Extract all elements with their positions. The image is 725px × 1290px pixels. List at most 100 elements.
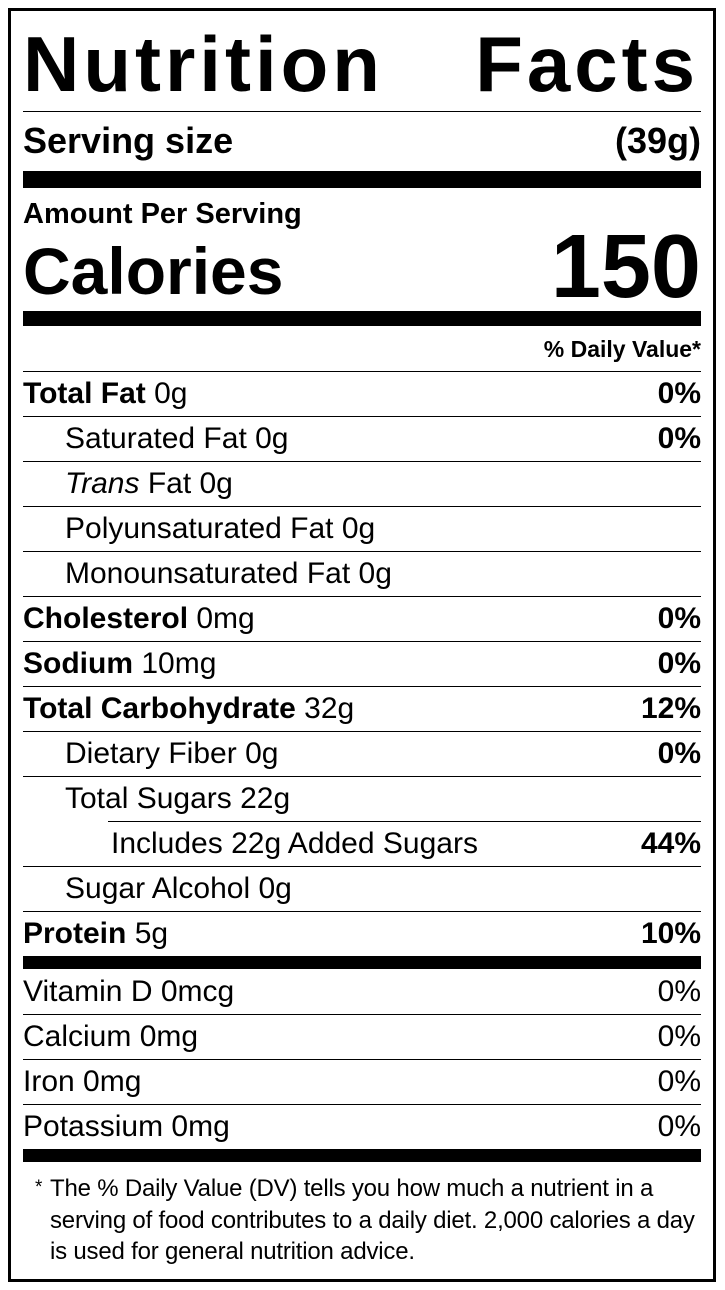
footnote-text: The % Daily Value (DV) tells you how muc… — [50, 1175, 695, 1266]
nutrient-left: Protein 5g — [23, 917, 168, 951]
nutrient-left: Monounsaturated Fat 0g — [65, 557, 392, 591]
daily-value-header: % Daily Value* — [543, 336, 701, 362]
separator-bar-thick — [23, 171, 701, 188]
nutrient-dv: 0% — [657, 602, 701, 635]
nutrient-dv: 0% — [657, 737, 701, 770]
vitamin-row-potassium: Potassium 0mg 0% — [23, 1104, 701, 1149]
vitamin-amount: 0mg — [171, 1110, 230, 1143]
nutrient-name: Total Fat — [23, 377, 146, 410]
nutrient-left: Total Fat 0g — [23, 377, 188, 411]
separator-bar-footnote-top — [23, 1149, 701, 1162]
nutrient-name: Monounsaturated Fat — [65, 557, 351, 590]
nutrient-row-protein: Protein 5g 10% — [23, 911, 701, 956]
vitamin-row-calcium: Calcium 0mg 0% — [23, 1014, 701, 1059]
vitamin-name: Calcium — [23, 1020, 132, 1053]
footnote-marker: * — [35, 1177, 43, 1198]
nutrient-name: Sodium — [23, 647, 133, 680]
nutrient-amount: 5g — [134, 917, 169, 950]
nutrient-dv: 0% — [657, 377, 701, 410]
nutrient-name: Polyunsaturated Fat — [65, 512, 334, 545]
nutrient-row-total-carbohydrate: Total Carbohydrate 32g 12% — [23, 686, 701, 731]
nutrient-dv: 0% — [657, 647, 701, 680]
nutrient-amount: 0g — [154, 377, 188, 410]
vitamin-rows: Vitamin D 0mcg 0% Calcium 0mg 0% Iron 0m… — [23, 969, 701, 1149]
nutrient-amount: 22g — [240, 782, 291, 815]
nutrition-facts-title: Nutrition Facts — [23, 11, 701, 112]
nutrient-dv: 0% — [657, 422, 701, 455]
nutrient-dv: 10% — [640, 917, 701, 950]
vitamin-amount: 0mg — [139, 1020, 199, 1053]
serving-size-label: Serving size — [23, 120, 234, 161]
nutrient-name: Includes 22g Added Sugars — [111, 826, 478, 860]
nutrient-name: Saturated Fat — [65, 422, 247, 455]
nutrient-left: Sodium 10mg — [23, 647, 216, 681]
vitamin-row-iron: Iron 0mg 0% — [23, 1059, 701, 1104]
nutrient-row-total-fat: Total Fat 0g 0% — [23, 371, 701, 416]
nutrient-name: Protein — [23, 917, 127, 950]
vitamin-row-vitamin-d: Vitamin D 0mcg 0% — [23, 969, 701, 1014]
title-word-nutrition: Nutrition — [23, 20, 384, 108]
nutrient-left: Total Sugars 22g — [65, 782, 290, 816]
nutrient-row-trans-fat: Trans Fat 0g — [23, 461, 701, 506]
nutrient-amount: 0g — [255, 422, 289, 455]
vitamin-left: Calcium 0mg — [23, 1020, 198, 1054]
nutrient-row-added-sugars: Includes 22g Added Sugars 44% — [23, 821, 701, 866]
nutrient-left: Total Carbohydrate 32g — [23, 692, 354, 726]
nutrient-row-saturated-fat: Saturated Fat 0g 0% — [23, 416, 701, 461]
nutrient-amount: Fat 0g — [147, 467, 233, 500]
separator-bar-vitamins-top — [23, 956, 701, 969]
amount-per-serving-label: Amount Per Serving — [23, 198, 302, 230]
calories-label: Calories — [23, 234, 284, 309]
nutrient-name: Total Carbohydrate — [23, 692, 296, 725]
vitamin-dv: 0% — [657, 974, 701, 1008]
nutrient-dv: 44% — [640, 826, 701, 860]
nutrient-amount: 0g — [358, 557, 392, 590]
calories-value: 150 — [550, 217, 701, 317]
nutrient-amount: 0g — [258, 872, 292, 905]
separator-bar-medium — [23, 311, 701, 326]
nutrient-amount: 0mg — [196, 602, 255, 635]
nutrient-name: Cholesterol — [23, 602, 189, 635]
title-word-facts: Facts — [475, 20, 699, 108]
vitamin-amount: 0mcg — [160, 974, 235, 1008]
nutrient-row-cholesterol: Cholesterol 0mg 0% — [23, 596, 701, 641]
nutrient-left: Dietary Fiber 0g — [65, 737, 278, 771]
nutrient-amount: 0g — [341, 512, 376, 545]
footnote: * The % Daily Value (DV) tells you how m… — [23, 1162, 701, 1268]
serving-size-value: (39g) — [614, 120, 701, 161]
nutrient-left: Sugar Alcohol 0g — [65, 872, 292, 906]
nutrient-row-sugar-alcohol: Sugar Alcohol 0g — [23, 866, 701, 911]
nutrient-dv: 12% — [640, 692, 701, 725]
nutrient-row-polyunsaturated-fat: Polyunsaturated Fat 0g — [23, 506, 701, 551]
vitamin-name: Iron — [23, 1065, 75, 1098]
calories-row: Calories 150 — [23, 217, 701, 317]
vitamin-name: Potassium — [23, 1110, 164, 1143]
nutrient-left: Trans Fat 0g — [65, 467, 233, 501]
nutrient-row-dietary-fiber: Dietary Fiber 0g 0% — [23, 731, 701, 776]
vitamin-left: Vitamin D 0mcg — [23, 975, 234, 1009]
nutrient-left: Saturated Fat 0g — [65, 422, 289, 456]
nutrient-amount: 10mg — [141, 647, 217, 680]
vitamin-left: Iron 0mg — [23, 1065, 141, 1099]
serving-size-row: Serving size (39g) — [23, 112, 701, 171]
vitamin-dv: 0% — [657, 1110, 701, 1143]
vitamin-dv: 0% — [657, 1065, 701, 1098]
nutrient-row-sodium: Sodium 10mg 0% — [23, 641, 701, 686]
vitamin-name: Vitamin D — [23, 974, 153, 1008]
nutrient-name: Dietary Fiber — [65, 737, 237, 770]
nutrient-row-total-sugars: Total Sugars 22g — [23, 776, 701, 821]
nutrient-name: Trans — [65, 467, 140, 500]
nutrient-amount: 0g — [245, 737, 279, 770]
nutrient-name: Total Sugars — [65, 782, 232, 815]
nutrient-left: Includes 22g Added Sugars — [111, 827, 478, 861]
nutrient-amount: 32g — [304, 692, 355, 725]
nutrient-row-monounsaturated-fat: Monounsaturated Fat 0g — [23, 551, 701, 596]
vitamin-left: Potassium 0mg — [23, 1110, 230, 1144]
vitamin-amount: 0mg — [83, 1065, 142, 1098]
nutrient-left: Cholesterol 0mg — [23, 602, 255, 636]
nutrient-rows: Total Fat 0g 0% Saturated Fat 0g 0% Tran… — [23, 371, 701, 956]
vitamin-dv: 0% — [657, 1020, 701, 1053]
nutrient-left: Polyunsaturated Fat 0g — [65, 512, 375, 546]
nutrition-facts-label: Nutrition Facts Serving size (39g) Amoun… — [8, 8, 716, 1282]
nutrient-name: Sugar Alcohol — [65, 872, 251, 905]
